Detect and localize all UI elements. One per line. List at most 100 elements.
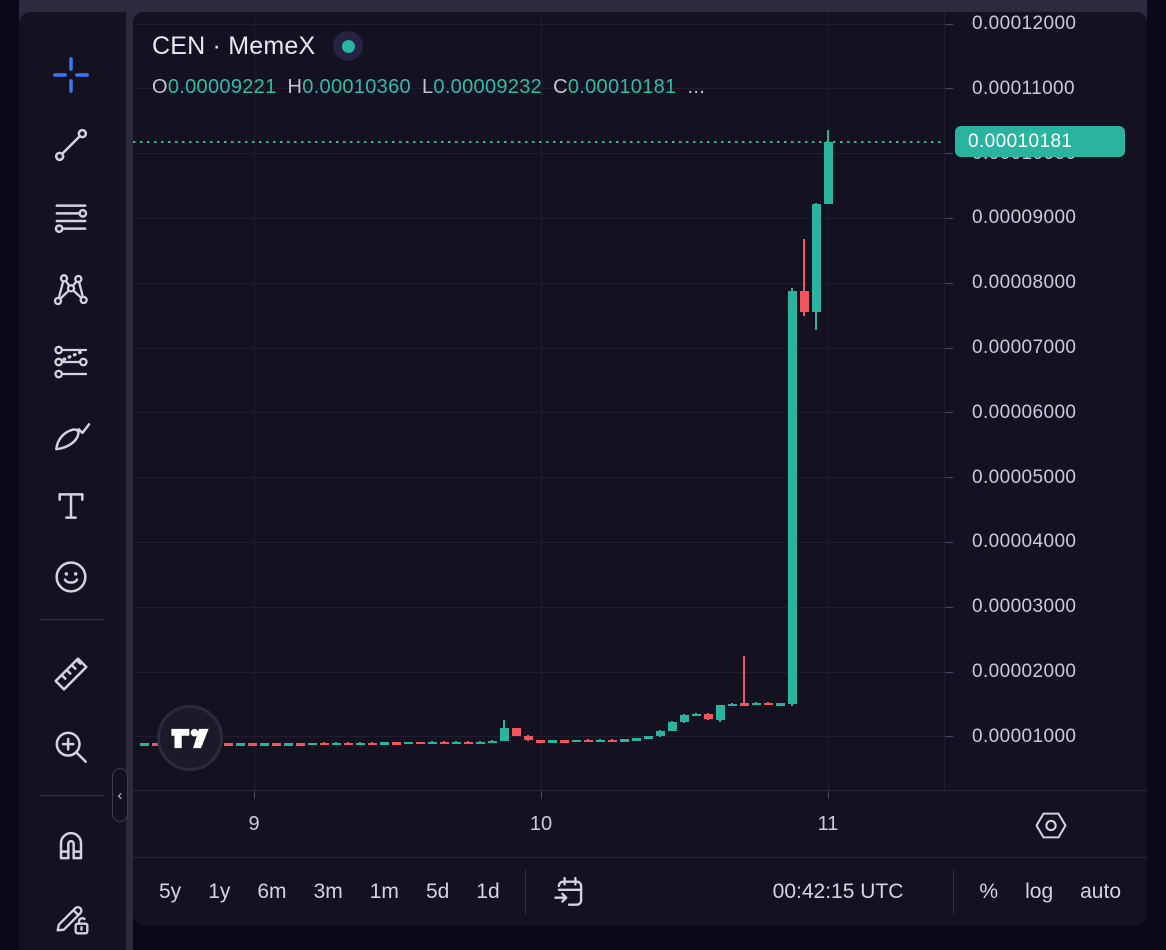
time-axis-label: 11 [817,813,839,835]
candle-body [391,742,401,745]
candle-body [403,741,413,745]
timezone-hexagon-button[interactable] [1033,809,1069,841]
time-axis-label: 9 [248,813,260,835]
ruler-tool-button[interactable] [49,652,93,696]
emoji-tool-button[interactable] [49,555,93,599]
candle-body [487,740,497,744]
fib-retracement-tool-button[interactable] [49,195,93,239]
candle-body [571,739,581,743]
scale-button-log[interactable]: log [1025,879,1054,903]
time-axis-tick [828,791,829,799]
lock-drawings-tool-button[interactable] [49,895,93,939]
candle-body [427,741,437,745]
range-button-5y[interactable]: 5y [159,879,182,903]
horizontal-gridline [133,736,945,738]
tradingview-logo[interactable] [157,705,223,771]
scale-button-auto[interactable]: auto [1080,879,1121,903]
candle-body [499,728,509,741]
price-axis-tick [945,217,953,219]
magnet-icon [59,831,83,860]
candle-body [283,743,293,746]
zoom-in-icon [55,731,87,763]
price-axis-label: 0.00001000 [972,725,1077,747]
candle-body [295,743,305,746]
bottom-toolbar-divider [953,869,955,914]
price-axis-label: 0.00005000 [972,466,1077,488]
brush-icon [55,423,91,451]
price-axis[interactable]: 0.00010181 0.000120000.000110000.0001000… [945,12,1147,790]
candle-body [331,742,341,746]
range-button-1d[interactable]: 1d [476,879,500,903]
brush-tool-button[interactable] [49,413,93,457]
scale-button-percent[interactable]: % [979,879,999,903]
candle-body [667,722,677,731]
clock-button[interactable]: 00:42:15 UTC [772,879,904,903]
range-button-6m[interactable]: 6m [257,879,287,903]
candle-body [811,203,821,313]
candle-wick [803,239,805,316]
candle-body [799,291,809,313]
market-status-button[interactable] [333,31,364,61]
frame-gap-strip [126,0,133,950]
current-price-line [133,140,945,143]
price-axis-label: 0.00004000 [972,531,1077,553]
ruler-icon [54,657,88,691]
drawing-toolbar [19,12,126,950]
price-axis-tick [945,23,953,25]
crosshair-tool-button[interactable] [49,53,93,97]
candle-body [679,714,689,722]
vertical-gridline [541,12,542,790]
range-button-1y[interactable]: 1y [208,879,231,903]
xabcd-pattern-tool-button[interactable] [49,267,93,311]
time-axis-label: 10 [529,813,553,835]
time-axis[interactable]: 9 10 11 [133,790,1147,857]
range-button-1m[interactable]: 1m [369,879,399,903]
candle-body [463,741,473,745]
horizontal-gridline [133,606,945,608]
candle-body [583,739,593,743]
candle-body [655,730,665,737]
vertical-gridline [828,12,829,790]
candle-body [151,743,161,746]
candle-body [259,743,269,746]
toolbar-collapse-button[interactable]: ‹ [112,768,128,822]
close-value: 0.00010181 [567,76,677,98]
horizontal-gridline [133,541,945,543]
crosshair-icon [53,57,89,93]
price-axis-tick [945,153,953,155]
time-axis-tick [541,791,542,799]
price-axis-tick [945,347,953,349]
ohlc-more: ... [687,76,706,98]
candle-body [775,703,785,706]
open-value: 0.00009221 [167,76,277,98]
forecast-tool-button[interactable] [49,340,93,384]
toolbar-divider [39,795,105,796]
candle-body [439,741,449,745]
toolbar-divider [39,619,105,620]
trend-line-icon [54,128,88,162]
candle-body [595,739,605,743]
bottom-toolbar: 5y 1y 6m 3m 1m 5d 1d 00:42:15 UTC % log auto [133,857,1147,925]
zoom-in-tool-button[interactable] [49,725,93,769]
date-range-group: 5y 1y 6m 3m 1m 5d 1d [159,880,500,904]
candle-body [379,742,389,745]
candle-body [139,743,149,746]
range-button-5d[interactable]: 5d [425,879,450,903]
candle-body [343,742,353,746]
price-axis-label: 0.00011000 [972,77,1075,99]
magnet-tool-button[interactable] [49,822,93,866]
go-to-date-button[interactable] [551,873,589,911]
trend-line-tool-button[interactable] [49,123,93,167]
candle-body [739,703,749,706]
ohlc-readout: O0.00009221 H0.00010360 L0.00009232 C0.0001… [152,76,705,99]
candle-body [787,291,797,705]
text-tool-button[interactable] [49,484,93,528]
price-axis-tick [945,541,953,543]
price-chart-plot[interactable] [133,12,945,790]
range-button-3m[interactable]: 3m [313,879,343,903]
price-axis-label: 0.00002000 [972,661,1077,682]
price-axis-label: 0.00012000 [972,13,1077,34]
candle-body [271,743,281,746]
high-label: H [287,76,303,98]
candle-body [355,742,365,745]
